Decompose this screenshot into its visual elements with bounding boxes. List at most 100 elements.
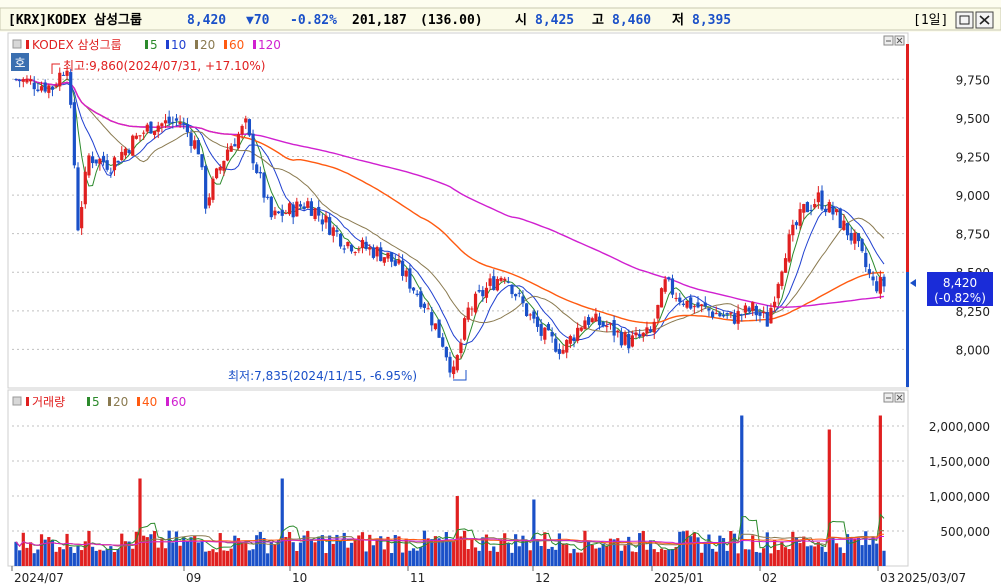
candle-body <box>120 151 124 161</box>
ma120-line <box>15 78 885 309</box>
candle-body <box>14 79 18 81</box>
vol-ma-legend-label[interactable]: 20 <box>113 395 128 409</box>
volume-bar <box>21 532 25 566</box>
candle-body <box>280 209 284 216</box>
candle-body <box>331 227 335 236</box>
candle-body <box>681 303 686 305</box>
vol-ma60-line <box>15 536 884 547</box>
candle-body <box>820 190 824 210</box>
candle-body <box>554 338 558 352</box>
volume-bar <box>539 546 543 566</box>
volume-bar <box>116 549 120 566</box>
candle-body <box>824 208 828 213</box>
candle-body <box>783 258 788 273</box>
volume-bar <box>415 550 419 566</box>
ma-legend-label[interactable]: 20 <box>200 38 215 52</box>
volume-bar <box>65 533 69 566</box>
ma-legend-label[interactable]: 60 <box>229 38 244 52</box>
vol-ma-legend-label[interactable]: 40 <box>142 395 157 409</box>
volume-bar <box>422 530 427 566</box>
candle-body <box>772 301 777 308</box>
volume-bar <box>349 542 354 566</box>
volume-bar <box>101 550 106 566</box>
header-low: 8,395 <box>692 13 731 28</box>
volume-bar <box>167 530 171 566</box>
candle-body <box>98 158 102 164</box>
volume-bar <box>703 542 707 566</box>
candle-body <box>306 201 310 208</box>
candle-body <box>667 277 671 280</box>
period-selector[interactable]: [1일] <box>913 13 948 28</box>
volume-bar <box>39 534 44 566</box>
volume-bar <box>131 548 135 566</box>
volume-tick-label: 500,000 <box>940 525 990 539</box>
candle-body <box>160 123 164 127</box>
volume-panel-minimize-icon[interactable] <box>883 392 894 403</box>
volume-bar <box>400 552 405 566</box>
volume-bar <box>736 553 740 566</box>
volume-bar <box>597 547 602 566</box>
volume-bar <box>342 532 346 566</box>
volume-bar <box>14 541 18 566</box>
candle-body <box>302 206 306 210</box>
vol-ma-legend-label[interactable]: 5 <box>92 395 100 409</box>
candle-body <box>546 323 551 331</box>
volume-bar <box>565 544 569 566</box>
volume-bar <box>783 547 788 566</box>
price-panel-minimize-icon[interactable] <box>883 35 894 46</box>
ma-legend-label[interactable]: 10 <box>171 38 186 52</box>
mode-button-label: 호 <box>14 56 25 70</box>
candle-body <box>152 130 157 135</box>
candle-body <box>535 316 540 327</box>
candle-body <box>225 149 230 161</box>
volume-bar <box>120 533 124 566</box>
ma-legend-label[interactable]: 120 <box>258 38 281 52</box>
candle-body <box>441 337 445 347</box>
volume-bar <box>663 549 667 566</box>
candle-body <box>692 306 696 308</box>
ma-legend-label[interactable]: 5 <box>150 38 158 52</box>
ma-legend-marker <box>253 40 256 49</box>
vol-ma-legend-label[interactable]: 60 <box>171 395 186 409</box>
volume-bar <box>648 540 653 566</box>
candle-body <box>561 349 565 354</box>
volume-bar <box>182 537 186 566</box>
candle-body <box>710 311 715 318</box>
candle-body <box>809 210 813 212</box>
volume-bar <box>76 545 80 566</box>
price-legend-name[interactable]: KODEX 삼성그룹 <box>32 38 122 52</box>
volume-bar <box>138 478 142 566</box>
volume-bar <box>659 548 664 566</box>
candle-body <box>648 329 653 332</box>
volume-bar <box>674 546 678 566</box>
volume-bar <box>433 536 438 566</box>
volume-bar <box>882 550 886 566</box>
price-panel-close-icon[interactable] <box>894 35 905 46</box>
volume-legend-name[interactable]: 거래량 <box>32 395 65 409</box>
ma-legend-marker <box>145 40 148 49</box>
volume-bar <box>28 542 33 566</box>
price-tick-label: 8,250 <box>956 305 990 319</box>
candle-body <box>171 121 175 123</box>
restore-window-button[interactable] <box>955 11 974 29</box>
volume-bar <box>338 540 343 566</box>
volume-bar <box>864 531 868 566</box>
volume-bar <box>196 542 200 566</box>
volume-bar <box>353 538 357 566</box>
candle-body <box>309 201 314 216</box>
candle-body <box>36 89 40 91</box>
candle-body <box>813 204 817 208</box>
candle-body <box>357 249 361 251</box>
mode-button[interactable]: 호 <box>11 53 29 71</box>
volume-bar <box>266 553 270 566</box>
volume-bar <box>751 535 755 566</box>
header-high: 8,460 <box>612 13 651 28</box>
candle-body <box>258 172 262 174</box>
volume-panel-close-icon[interactable] <box>894 392 905 403</box>
candle-body <box>608 323 613 325</box>
price-ma-legend: 5 10 20 60 120 <box>145 38 281 52</box>
close-window-button[interactable] <box>975 11 994 29</box>
volume-bar <box>707 534 711 566</box>
volume-bar <box>317 536 321 566</box>
volume-bar <box>127 541 131 566</box>
